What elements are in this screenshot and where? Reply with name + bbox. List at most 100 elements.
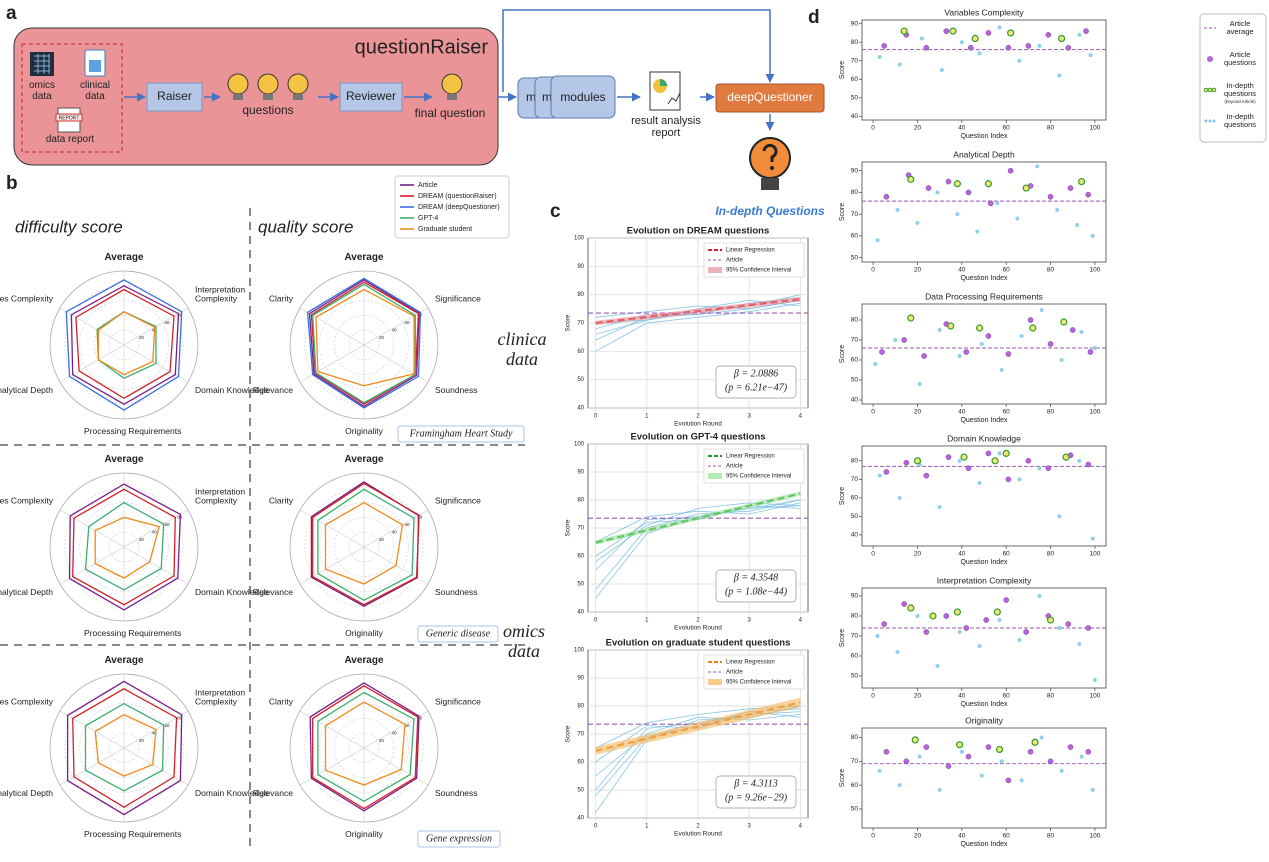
y-axis-label: Score — [565, 725, 572, 742]
point — [1035, 164, 1040, 169]
point — [1065, 44, 1072, 51]
r-tick-label: 60 — [164, 522, 170, 527]
point — [1015, 216, 1020, 221]
point — [1083, 28, 1089, 34]
point — [995, 201, 1000, 206]
point — [877, 768, 882, 773]
point — [923, 629, 930, 635]
radar-spoke — [363, 509, 429, 548]
chart-title: Evolution on graduate student questions — [606, 638, 791, 649]
legend-label: Article questions — [1223, 50, 1257, 68]
trajectory-line — [595, 714, 801, 777]
y-tick-label: 80 — [577, 498, 584, 504]
side-label: omics data — [503, 621, 545, 661]
radar-axis-label: Significance — [435, 293, 481, 304]
y-tick-label: 60 — [851, 357, 859, 364]
radar-spoke — [299, 546, 365, 585]
x-tick-label: 80 — [1047, 833, 1055, 840]
point — [1017, 477, 1022, 482]
point — [997, 618, 1002, 622]
r-tick-label: 60 — [404, 723, 410, 728]
radar-axis-label: Analytical Depth — [0, 385, 53, 395]
input-label: omics data — [28, 80, 56, 102]
r-tick-label: 40 — [392, 327, 398, 332]
legend-label: Article — [726, 258, 743, 264]
plot-frame — [861, 19, 1107, 121]
r-tick-label: 20 — [379, 335, 385, 340]
x-tick-label: 80 — [1047, 551, 1055, 558]
y-tick-label: 90 — [577, 676, 584, 682]
chart-title: Domain Knowledge — [947, 433, 1021, 443]
y-tick-label: 80 — [577, 292, 584, 298]
point — [921, 353, 927, 359]
y-axis-label: Score — [839, 769, 846, 787]
legend-label: Article — [726, 464, 743, 470]
point — [1057, 73, 1062, 78]
point — [1027, 749, 1034, 755]
chart-title: Originality — [965, 715, 1004, 725]
x-tick-label: 20 — [914, 409, 922, 416]
x-tick-label: 0 — [871, 267, 875, 274]
radar-axis-label: Clarity — [268, 696, 293, 707]
confidence-band — [595, 296, 801, 326]
r-tick-label: 40 — [392, 529, 398, 534]
legend-key — [1212, 119, 1216, 123]
point — [875, 238, 880, 243]
point — [897, 783, 902, 788]
radar-spoke — [299, 344, 365, 383]
point — [1022, 184, 1030, 192]
point — [977, 481, 982, 486]
y-tick-label: 60 — [851, 233, 859, 240]
x-tick-label: 20 — [914, 693, 922, 700]
radar-axis-label: Soundness — [435, 385, 478, 395]
annotation: (p = 1.08e−44) — [725, 586, 788, 597]
point — [937, 328, 942, 332]
radar-title-axis: Average — [104, 252, 144, 263]
point — [1029, 324, 1037, 332]
radar-axis-label: Clarity — [268, 293, 293, 304]
dataset-box — [417, 830, 501, 848]
point — [1037, 43, 1042, 48]
point — [1005, 44, 1012, 51]
r-tick-label: 60 — [164, 320, 170, 325]
y-tick-label: 50 — [851, 673, 859, 680]
report-doc-icon — [649, 71, 681, 111]
point — [985, 30, 992, 36]
point — [939, 68, 944, 72]
x-tick-label: 0 — [594, 824, 598, 830]
point — [997, 25, 1002, 30]
x-axis-label: Question Index — [960, 275, 1008, 282]
section-title: difficulty score — [15, 217, 123, 236]
r-tick-label: 20 — [139, 537, 145, 542]
legend-label: 95% Confidence Interval — [726, 268, 791, 274]
radar-line — [306, 277, 422, 409]
x-axis-label: Question Index — [960, 841, 1008, 848]
x-tick-label: 100 — [1089, 551, 1100, 558]
r-tick-label: 40 — [152, 730, 158, 735]
x-tick-label: 60 — [1003, 833, 1011, 840]
point — [983, 617, 990, 623]
legend-key — [1208, 119, 1212, 123]
point — [977, 644, 982, 648]
point — [999, 759, 1004, 764]
radar-axis-label: Interpretation Complexity — [195, 284, 246, 304]
y-tick-label: 50 — [851, 254, 859, 261]
y-axis-label: Score — [839, 487, 846, 505]
x-tick-label: 2 — [696, 414, 700, 420]
r-tick-label: 60 — [164, 723, 170, 728]
arrow — [502, 9, 775, 92]
radar-spoke — [59, 307, 125, 346]
y-tick-label: 80 — [851, 189, 859, 196]
radar-line — [72, 488, 176, 606]
r-tick-label: 80 — [417, 515, 423, 520]
x-tick-label: 4 — [799, 414, 803, 420]
point — [963, 625, 970, 631]
point — [881, 621, 887, 627]
x-tick-label: 80 — [1047, 267, 1055, 274]
radar-line — [84, 501, 165, 591]
radar-axis-label: Significance — [435, 495, 481, 506]
y-tick-label: 70 — [577, 321, 584, 327]
y-tick-label: 90 — [577, 470, 584, 476]
x-tick-label: 20 — [914, 833, 922, 840]
